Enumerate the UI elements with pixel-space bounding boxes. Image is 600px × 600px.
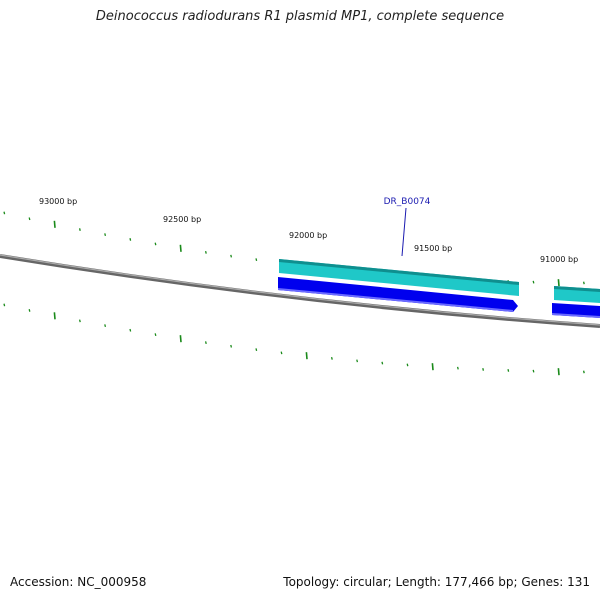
minor-tick [129,238,132,241]
gene-feature-teal-right[interactable] [554,286,600,303]
map-title: Deinococcus radiodurans R1 plasmid MP1, … [95,9,505,24]
minor-tick [356,359,359,363]
accession-text: Accession: NC_000958 [10,575,147,589]
minor-tick [230,254,233,258]
minor-tick [154,333,157,337]
minor-tick [78,228,81,231]
gene-label[interactable]: DR_B0074 [384,197,431,207]
gene-label-leader [401,207,407,257]
minor-tick [154,242,157,246]
major-tick [557,279,560,287]
minor-tick [255,258,258,262]
major-tick [53,220,56,228]
minor-tick [532,369,535,373]
topology-summary: Topology: circular; Length: 177,466 bp; … [283,575,590,589]
minor-tick [280,351,283,355]
minor-tick [532,280,535,284]
minor-tick [3,303,6,307]
position-label-92000: 92000 bp [289,231,327,240]
minor-tick [330,356,333,360]
position-label-91500: 91500 bp [414,244,452,253]
major-tick [557,368,560,376]
minor-tick [381,361,384,365]
minor-tick [129,328,132,332]
gene-feature-blue[interactable] [278,277,518,312]
minor-tick [406,363,409,367]
minor-tick [78,319,81,323]
position-label-91000: 91000 bp [540,255,578,264]
major-tick [431,363,434,371]
major-tick [305,352,308,360]
minor-tick [482,368,485,371]
minor-tick [28,217,31,221]
gene-feature-blue-right[interactable] [552,303,600,318]
minor-tick [204,250,207,254]
major-tick [179,335,182,343]
minor-tick [582,281,585,285]
minor-tick [582,370,585,374]
minor-tick [255,348,258,352]
major-tick [179,244,182,252]
position-label-93000: 93000 bp [39,197,77,206]
minor-tick [28,309,31,312]
minor-tick [104,233,107,237]
position-label-92500: 92500 bp [163,215,201,224]
minor-tick [507,369,510,372]
minor-tick [104,324,107,328]
minor-tick [230,344,233,348]
minor-tick [204,341,207,345]
major-tick [53,312,56,320]
gene-feature-teal[interactable] [279,259,519,296]
minor-tick [456,366,459,370]
inner-tick-row [3,303,585,376]
sequence-backbone [0,254,600,328]
minor-tick [3,211,6,215]
sequence-backbone-highlight [0,254,600,326]
